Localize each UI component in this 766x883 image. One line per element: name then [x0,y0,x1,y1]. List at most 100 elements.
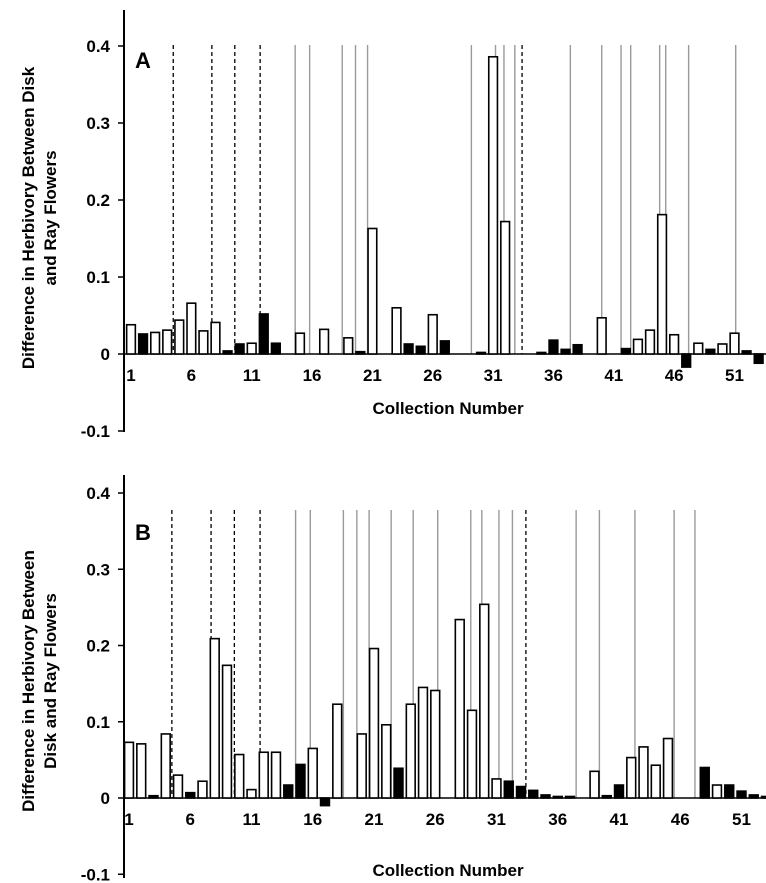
bar [717,343,728,355]
bar [125,323,137,355]
x-tick-label: 51 [725,366,744,385]
bar [491,778,502,799]
x-tick-label: 21 [365,810,384,829]
bar [724,784,735,799]
bar [560,348,571,355]
bar [589,770,600,799]
y-tick-label: 0 [101,345,110,364]
bar [367,227,378,355]
x-tick-label: 6 [186,810,195,829]
x-tick-label: 26 [426,810,445,829]
bar [475,351,487,355]
bar [185,791,196,799]
bar [479,603,490,799]
bar [221,664,233,799]
bar [564,795,576,799]
x-tick-label: 21 [363,366,382,385]
x-axis-title: Collection Number [372,399,524,418]
panel-label: B [135,520,151,545]
bar [355,350,366,355]
bar [427,313,438,355]
x-tick-label: 31 [484,366,503,385]
bar [596,317,607,355]
y-axis-title: Difference in Herbivory Between Disk and… [19,550,60,812]
y-axis-title-line-1: Difference in Herbivory Between Disk [19,66,38,369]
bar [669,333,680,355]
bar [197,780,208,799]
bar [601,794,612,799]
x-tick-label: 46 [665,366,684,385]
bar [295,763,306,799]
bar [613,784,625,799]
y-tick-label: -0.1 [81,422,110,441]
bar [391,306,402,355]
bar [699,766,710,799]
bar [540,794,551,799]
bar [656,213,668,355]
bar [136,743,147,799]
bar [454,618,465,799]
bar [548,339,559,355]
x-tick-label: 1 [126,366,135,385]
x-tick-label: 6 [187,366,196,385]
bar [270,751,282,799]
x-tick-label: 11 [243,810,261,829]
y-tick-label: -0.1 [81,865,110,883]
y-tick-label: 0.4 [86,37,110,56]
panel-a: A Collection Number Difference in Herbiv… [19,10,766,441]
y-tick-label: 0.2 [86,637,110,656]
y-tick-label: 0.3 [86,560,110,579]
bar [741,350,752,355]
y-axis-title-line-2: and Ray Flowers [41,150,60,285]
y-axis-title-line-2: Disk and Ray Flowers [41,593,60,769]
bar [693,342,704,355]
bar [319,797,331,807]
bar [572,343,583,355]
bar [307,747,318,799]
bar [681,353,692,368]
bar [137,333,149,355]
x-tick-label: 51 [732,810,751,829]
x-tick-label: 31 [487,810,506,829]
bar [294,332,306,355]
x-tick-label: 16 [303,366,322,385]
x-tick-label: 1 [124,810,133,829]
y-axis-title-line-1: Difference in Herbivory Between [19,550,38,812]
bar [403,343,414,355]
bar [736,790,747,799]
x-tick-label: 41 [604,366,623,385]
y-tick-label: 0.2 [86,191,110,210]
x-axis-title: Collection Number [372,861,524,880]
x-tick-label: 16 [303,810,322,829]
bar [638,746,649,799]
bar [632,338,644,355]
panel-b: B Collection Number Difference in Herbiv… [19,475,766,883]
bar [729,332,740,355]
bar [172,774,184,799]
bar [415,345,426,355]
bar [748,794,759,799]
bar [149,331,161,355]
bar [210,321,221,355]
bar [515,785,527,799]
bar [246,788,257,799]
bar [234,753,245,799]
x-tick-label: 36 [548,810,567,829]
bar [318,328,330,355]
bar [552,795,563,799]
bar [417,686,429,799]
y-tick-label: 0.3 [86,114,110,133]
y-tick-label: 0.4 [86,484,110,503]
bar [503,780,514,799]
bar [283,784,294,799]
bar [258,313,269,355]
bar [270,342,281,355]
bar [620,347,632,355]
bar [487,55,499,355]
y-tick-label: 0.1 [86,713,110,732]
bar [500,220,511,355]
bar [123,741,135,799]
bar [662,737,674,799]
bar [343,337,354,355]
